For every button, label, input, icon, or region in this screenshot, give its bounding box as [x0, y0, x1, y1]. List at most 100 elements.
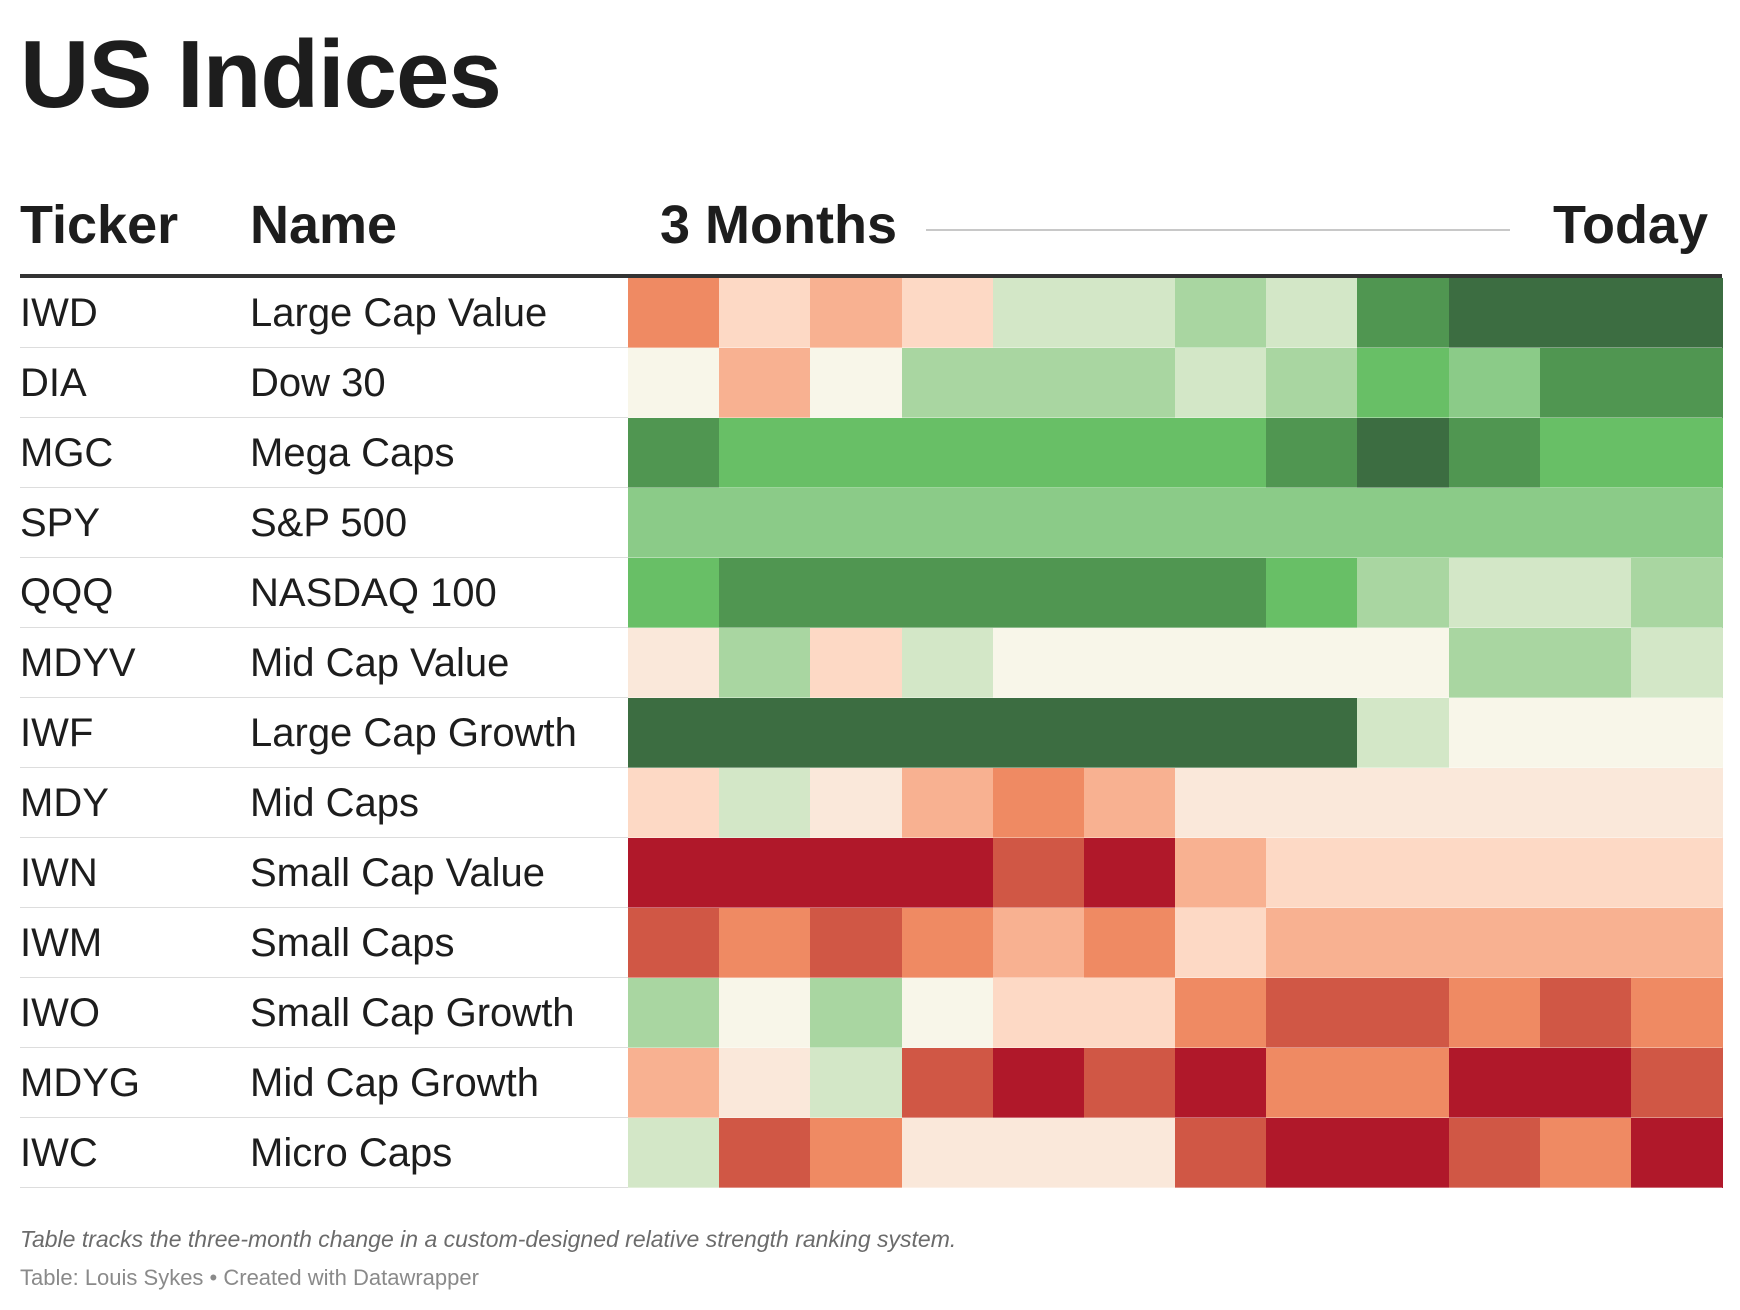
heatmap-cell: [902, 628, 994, 698]
table-row: IWM Small Caps: [0, 908, 1740, 978]
heatmap-cell: [1631, 768, 1723, 838]
heatmap-cell: [628, 348, 720, 418]
row-divider: [20, 1047, 628, 1048]
heatmap-cell: [628, 838, 720, 908]
cell-row-separator: [628, 347, 1722, 348]
heatmap-cell: [719, 1048, 811, 1118]
heatmap-cell: [719, 488, 811, 558]
row-divider: [20, 837, 628, 838]
ticker-label: DIA: [20, 361, 87, 405]
heatmap-cell: [1266, 1118, 1358, 1188]
row-divider: [20, 557, 628, 558]
heatmap-cell: [719, 838, 811, 908]
heatmap-cell: [1266, 558, 1358, 628]
heatmap-cell: [1449, 628, 1541, 698]
cell-row-separator: [628, 627, 1722, 628]
heatmap-cell: [1449, 768, 1541, 838]
heatmap-cell: [902, 348, 994, 418]
index-name-label: Mid Cap Growth: [250, 1061, 539, 1105]
heatmap-cell: [1449, 418, 1541, 488]
ticker-label: IWM: [20, 921, 103, 965]
index-name-label: Small Caps: [250, 921, 455, 965]
table-row: IWF Large Cap Growth: [0, 698, 1740, 768]
row-divider: [20, 977, 628, 978]
heatmap-cell: [628, 978, 720, 1048]
heatmap-cell: [1266, 908, 1358, 978]
ticker-label: IWD: [20, 291, 98, 335]
heatmap-cell: [1357, 348, 1450, 418]
ticker-label: MGC: [20, 431, 114, 475]
heatmap-cell: [1357, 558, 1450, 628]
heatmap-cell: [628, 488, 720, 558]
heatmap-cell: [993, 838, 1085, 908]
heatmap-cell: [628, 1118, 720, 1188]
heatmap-cell: [1175, 558, 1267, 628]
heatmap-cell: [628, 628, 720, 698]
heatmap-cell: [1631, 978, 1723, 1048]
index-name-label: Dow 30: [250, 361, 386, 405]
heatmap-cell: [628, 768, 720, 838]
index-name-label: Large Cap Growth: [250, 711, 577, 755]
heatmap-cell: [1449, 1118, 1541, 1188]
cell-row-separator: [628, 1117, 1722, 1118]
heatmap-cell: [719, 1118, 811, 1188]
heatmap-cell: [1084, 348, 1176, 418]
ticker-label: MDY: [20, 781, 109, 825]
heatmap-cell: [628, 1048, 720, 1118]
source-credit: Table: Louis Sykes • Created with Datawr…: [20, 1265, 479, 1290]
heatmap-cell: [810, 628, 903, 698]
heatmap-cell: [1540, 908, 1632, 978]
index-name-label: Mega Caps: [250, 431, 455, 475]
heatmap-cell: [1266, 838, 1358, 908]
header-rule: [20, 274, 1722, 278]
heatmap-cell: [1631, 628, 1723, 698]
heatmap-cell: [719, 908, 811, 978]
heatmap-cell: [1175, 768, 1267, 838]
heatmap-cell: [993, 348, 1085, 418]
heatmap-cell: [628, 418, 720, 488]
heatmap-cell: [719, 278, 811, 348]
heatmap-cell: [1449, 698, 1541, 768]
heatmap-cell: [719, 978, 811, 1048]
row-divider: [20, 767, 628, 768]
heatmap-cell: [902, 1048, 994, 1118]
heatmap-cell: [902, 558, 994, 628]
table-row: IWC Micro Caps: [0, 1118, 1740, 1188]
heatmap-cell: [1449, 348, 1541, 418]
row-divider: [20, 697, 628, 698]
heatmap-cell: [1084, 558, 1176, 628]
heatmap-cell: [1631, 348, 1723, 418]
heatmap-cell: [810, 978, 903, 1048]
heatmap-cell: [1631, 1048, 1723, 1118]
row-divider: [20, 347, 628, 348]
index-name-label: Micro Caps: [250, 1131, 453, 1175]
table-row: MDYG Mid Cap Growth: [0, 1048, 1740, 1118]
heatmap-cell: [1084, 278, 1176, 348]
heatmap-cell: [1540, 558, 1632, 628]
index-name-label: Mid Cap Value: [250, 641, 510, 685]
heatmap-cell: [719, 698, 811, 768]
heatmap-cell: [1357, 628, 1450, 698]
heatmap-cell: [1266, 628, 1358, 698]
heatmap-cell: [993, 1048, 1085, 1118]
heatmap-cell: [902, 838, 994, 908]
column-header-ticker: Ticker: [20, 195, 179, 255]
heatmap-cell: [810, 278, 903, 348]
index-name-label: Small Cap Value: [250, 851, 545, 895]
column-header-end: Today: [1552, 195, 1708, 255]
heatmap-cell: [902, 1118, 994, 1188]
index-name-label: S&P 500: [250, 501, 408, 545]
index-name-label: Mid Caps: [250, 781, 419, 825]
heatmap-cell: [1266, 488, 1358, 558]
heatmap-cell: [628, 908, 720, 978]
heatmap-cell: [1175, 278, 1267, 348]
heatmap-cell: [1449, 558, 1541, 628]
heatmap-cell: [993, 768, 1085, 838]
heatmap-cell: [1357, 838, 1450, 908]
ticker-label: IWF: [20, 711, 94, 755]
heatmap-cell: [1631, 838, 1723, 908]
heatmap-cell: [1357, 418, 1450, 488]
heatmap-cell: [628, 558, 720, 628]
heatmap-cell: [1357, 278, 1450, 348]
heatmap-cell: [1357, 488, 1450, 558]
